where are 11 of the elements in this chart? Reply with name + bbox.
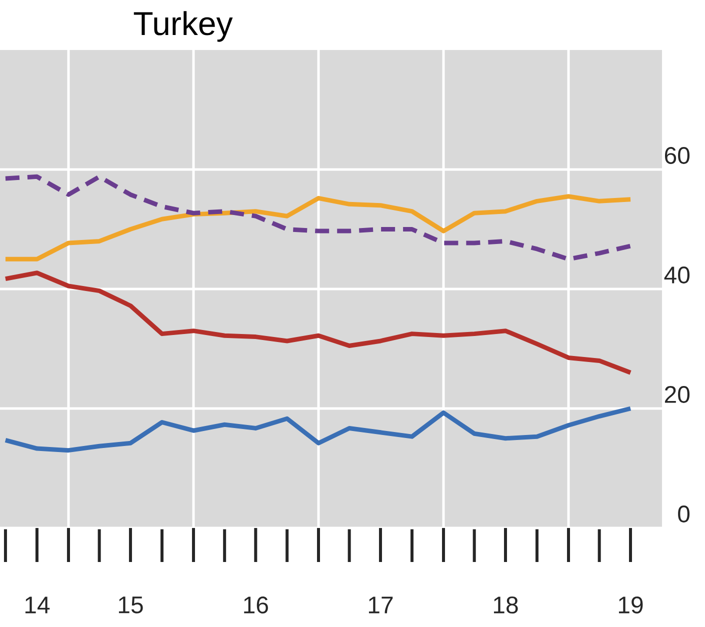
y-tick-label: 20 bbox=[664, 386, 690, 403]
y-tick-label: 60 bbox=[664, 146, 690, 164]
y-tick-label: 0 bbox=[678, 505, 690, 522]
chart-title: Turkey bbox=[134, 11, 233, 42]
x-tick-label: 14 bbox=[25, 596, 50, 614]
y-tick-label: 40 bbox=[664, 266, 690, 284]
x-tick-label: 15 bbox=[118, 596, 143, 614]
x-tick-label: 19 bbox=[618, 596, 643, 614]
x-tick-label: 16 bbox=[244, 596, 268, 614]
x-tick-label: 18 bbox=[494, 596, 518, 614]
x-tick-label: 17 bbox=[368, 596, 393, 614]
